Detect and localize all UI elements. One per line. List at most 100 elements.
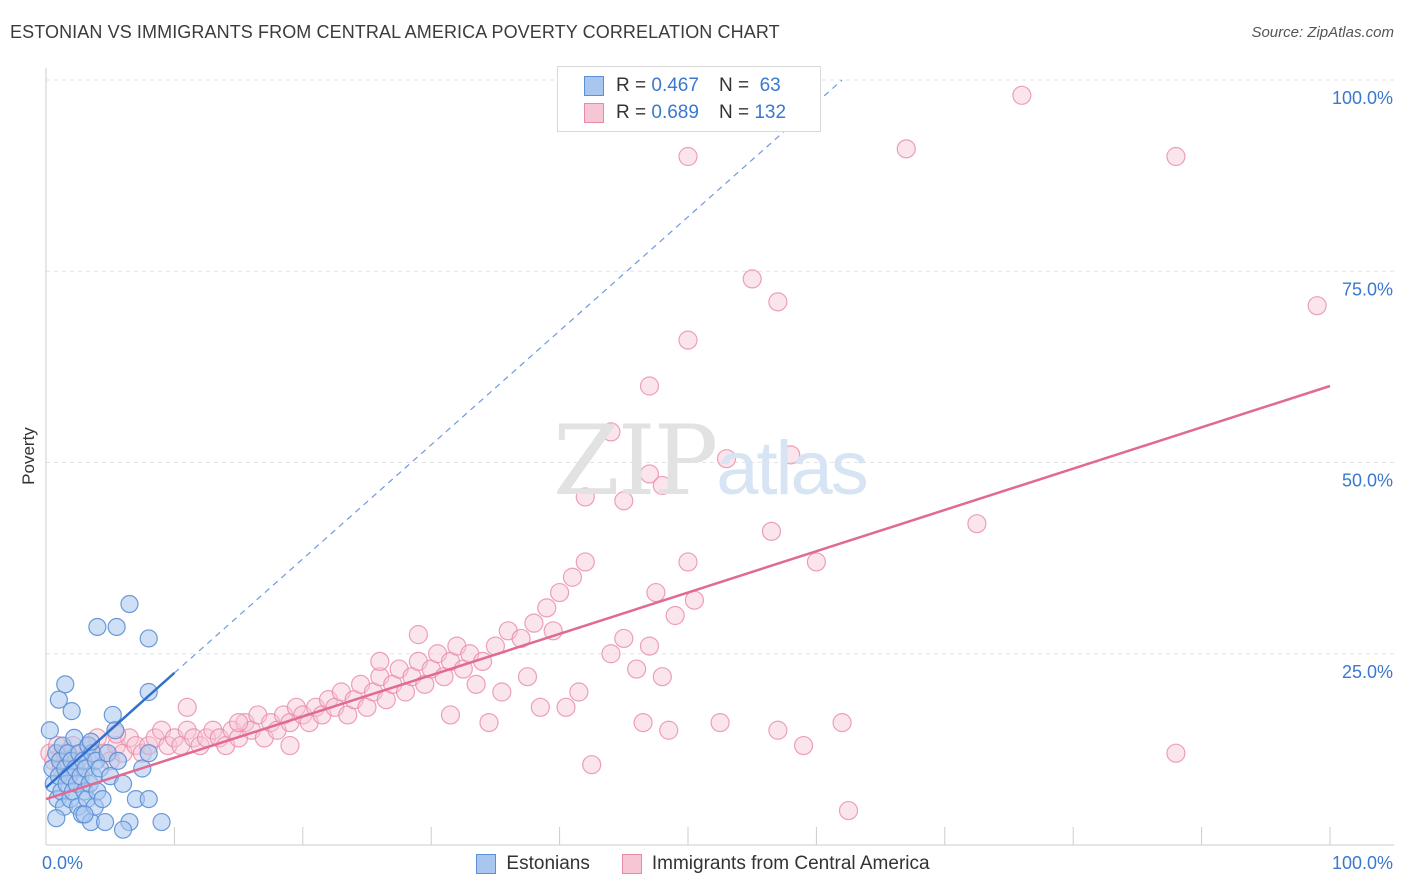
watermark-atlas: atlas [716, 426, 869, 511]
data-point-central-america [659, 720, 679, 740]
data-point-central-america [768, 720, 788, 740]
data-point-estonians [62, 702, 81, 721]
data-point-estonians [108, 751, 128, 770]
data-point-central-america [768, 292, 788, 312]
estonians-points [40, 594, 171, 839]
y-tick-label: 100.0% [1332, 88, 1393, 108]
data-point-estonians [40, 721, 59, 740]
data-point-central-america [678, 552, 698, 572]
trend-line-estonians [45, 671, 176, 789]
data-point-central-america [781, 445, 801, 465]
data-point-central-america [1012, 85, 1032, 105]
data-point-central-america [652, 667, 672, 687]
data-point-central-america [793, 735, 814, 756]
data-point-central-america [575, 487, 595, 507]
data-point-estonians [95, 812, 115, 832]
legend-r-label: R = [616, 102, 647, 123]
trend-lines [45, 384, 1331, 801]
data-point-central-america [1166, 743, 1186, 763]
data-point-central-america [466, 674, 486, 694]
data-point-central-america [639, 376, 660, 396]
data-point-central-america [1307, 296, 1327, 316]
data-point-central-america [569, 682, 589, 702]
data-point-central-america [408, 625, 428, 645]
x-tick-label-max: 100.0% [1332, 853, 1393, 873]
legend-label-central-america: Immigrants from Central America [651, 853, 930, 874]
data-point-central-america [492, 682, 512, 702]
trend-extension [174, 79, 843, 674]
y-axis-label: Poverty [19, 427, 38, 485]
legend-r-value: 0.689 [651, 102, 699, 123]
data-point-central-america [524, 613, 544, 633]
data-point-central-america [601, 422, 621, 442]
legend-item-central-america[interactable]: Immigrants from Central America [621, 853, 930, 875]
data-point-estonians [139, 629, 158, 648]
central-america-points [40, 85, 1327, 821]
data-point-central-america [614, 491, 634, 511]
data-point-estonians [139, 744, 158, 763]
data-point-central-america [761, 521, 782, 541]
data-point-central-america [556, 697, 576, 717]
data-point-estonians [139, 682, 158, 702]
data-point-central-america [280, 735, 300, 756]
data-point-central-america [177, 720, 197, 740]
data-point-central-america [286, 697, 306, 717]
data-point-central-america [177, 697, 197, 717]
data-point-central-america [203, 720, 223, 740]
data-point-central-america [575, 552, 595, 572]
data-point-estonians [139, 789, 158, 809]
data-point-central-america [601, 644, 621, 664]
y-tick-label: 50.0% [1342, 471, 1393, 491]
correlation-legend: R = 0.467 N = 63 R = 0.689 N = 132 [557, 66, 821, 132]
data-point-central-america [614, 628, 634, 649]
legend-row-central-america: R = 0.689 N = 132 [584, 100, 786, 126]
axes [45, 68, 1394, 846]
data-point-central-america [530, 697, 550, 717]
legend-swatch-central-america [621, 854, 642, 874]
legend-row-estonians: R = 0.467 N = 63 [584, 73, 781, 99]
data-point-central-america [639, 636, 660, 656]
data-point-central-america [896, 139, 916, 159]
source-label: Source: ZipAtlas.com [1251, 24, 1394, 41]
data-point-estonians [81, 732, 101, 751]
data-point-central-america [119, 728, 140, 748]
data-point-estonians [56, 675, 75, 694]
legend-n-value: 132 [754, 102, 787, 123]
legend-item-estonians[interactable]: Estonians [476, 853, 590, 875]
data-point-estonians [49, 690, 68, 709]
data-point-central-america [440, 705, 461, 725]
data-point-estonians [88, 617, 107, 637]
data-point-central-america [633, 712, 653, 733]
data-point-central-america [838, 800, 859, 821]
axis-tick-labels: 25.0% 50.0% 75.0% 100.0% 0.0% 100.0% Poverty [19, 88, 1393, 873]
data-point-central-america [684, 590, 705, 610]
data-point-estonians [106, 721, 125, 740]
watermark-zip: ZIP [553, 405, 718, 517]
series-legend: Estonians Immigrants from Central Americ… [0, 851, 1406, 877]
data-point-central-america [1166, 146, 1186, 167]
trend-line-estonians-extended [174, 79, 843, 674]
legend-r-label: R = [616, 75, 647, 96]
data-point-central-america [710, 712, 730, 733]
data-point-estonians [120, 594, 139, 614]
data-point-estonians [113, 820, 133, 839]
data-point-central-america [370, 651, 390, 672]
x-tick-label-min: 0.0% [42, 853, 83, 873]
legend-swatch-estonians [584, 76, 604, 96]
data-point-central-america [832, 712, 852, 733]
trend-line-central-america [45, 384, 1331, 801]
data-point-central-america [582, 755, 602, 775]
data-point-central-america [678, 146, 698, 167]
data-point-central-america [678, 330, 698, 350]
watermark: ZIPatlas [553, 405, 869, 517]
legend-label-estonians: Estonians [506, 853, 590, 874]
data-point-central-america [479, 712, 499, 733]
legend-r-value: 0.467 [651, 75, 699, 96]
data-point-central-america [665, 605, 685, 626]
data-point-central-america [517, 667, 538, 687]
data-point-estonians [107, 617, 126, 637]
legend-n-label: N = [718, 102, 750, 123]
data-point-central-america [806, 552, 827, 572]
data-point-central-america [229, 712, 249, 733]
data-point-estonians [152, 812, 171, 832]
